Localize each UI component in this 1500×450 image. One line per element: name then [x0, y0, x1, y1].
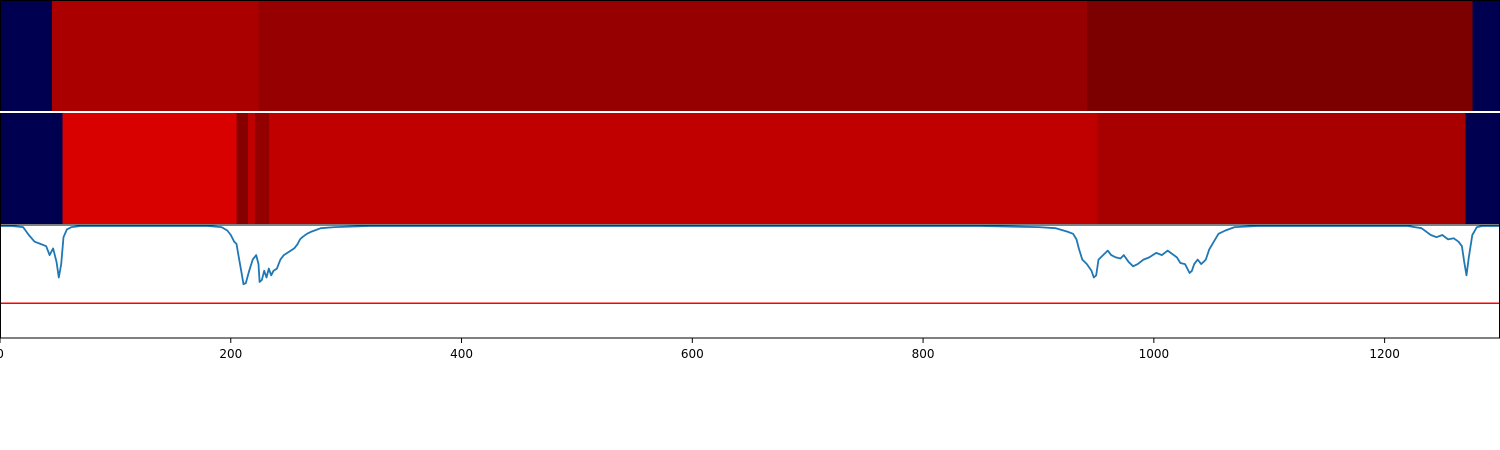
track-1-segment-0	[0, 113, 63, 224]
x-tick-label: 1000	[1139, 347, 1170, 361]
segment-track-middle	[0, 113, 1500, 224]
track-0-segment-2	[258, 1, 1088, 112]
x-tick-label: 600	[681, 347, 704, 361]
x-tick-label: 1200	[1369, 347, 1400, 361]
track-1-segment-7	[1465, 113, 1500, 224]
line-series	[0, 225, 1500, 286]
x-tick-label: 0	[0, 347, 4, 361]
track-0-segment-0	[0, 1, 53, 112]
track-1-segment-1	[62, 113, 238, 224]
track-1-segment-4	[255, 113, 270, 224]
x-axis: 0 200 400 600 800 1000 1200	[0, 338, 1400, 361]
track-1-segment-6	[1097, 113, 1466, 224]
line-plot-panel	[0, 225, 1500, 338]
track-1-segment-3	[248, 113, 256, 224]
track-0-segment-1	[51, 1, 259, 112]
track-0-segment-4	[1472, 1, 1500, 112]
x-tick-label: 400	[450, 347, 473, 361]
line-panel-background	[0, 226, 1500, 338]
track-1-segment-5	[268, 113, 1098, 224]
x-tick-label: 200	[219, 347, 242, 361]
track-0-segment-3	[1086, 1, 1473, 112]
segment-track-top	[0, 1, 1500, 112]
x-tick-label: 800	[912, 347, 935, 361]
track-1-segment-2	[236, 113, 249, 224]
